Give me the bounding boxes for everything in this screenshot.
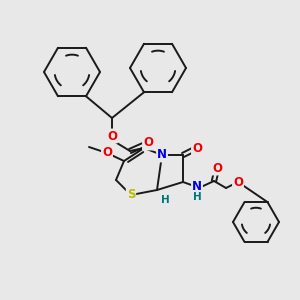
Text: S: S xyxy=(127,188,135,202)
Text: O: O xyxy=(233,176,243,188)
Text: O: O xyxy=(102,146,112,160)
Text: O: O xyxy=(192,142,202,154)
Text: H: H xyxy=(160,195,169,205)
Text: O: O xyxy=(212,161,222,175)
Text: H: H xyxy=(193,192,201,202)
Text: O: O xyxy=(107,130,117,142)
Text: O: O xyxy=(143,136,153,149)
Text: N: N xyxy=(192,181,202,194)
Text: N: N xyxy=(157,148,167,161)
